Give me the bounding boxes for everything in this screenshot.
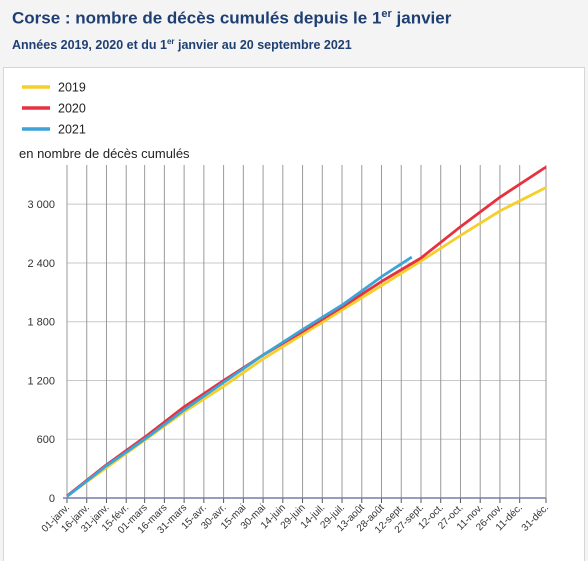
chart-subtitle: Années 2019, 2020 et du 1er janvier au 2… (12, 37, 352, 52)
legend-label-2020: 2020 (58, 102, 86, 116)
chart-subtitle-main: Années 2019, 2020 et du 1 (12, 38, 167, 53)
chart-subtitle-sup: er (166, 37, 175, 46)
x-tick-label: 31-déc. (520, 502, 551, 533)
series-line-2021 (66, 255, 413, 498)
y-tick-label: 1 200 (27, 375, 55, 387)
y-tick-label: 1 800 (27, 317, 55, 329)
y-axis-label: en nombre de décès cumulés (19, 146, 190, 161)
legend-label-2019: 2019 (58, 81, 86, 95)
chart-panel (3, 67, 585, 561)
series-line-2019 (66, 186, 547, 498)
series-lines (66, 165, 547, 498)
y-tick-label: 0 (49, 493, 55, 505)
chart-title-main: Corse : nombre de décès cumulés depuis l… (12, 8, 382, 28)
y-tick-label: 600 (37, 434, 55, 446)
y-tick-label: 2 400 (27, 258, 55, 270)
y-tick-label: 3 000 (27, 199, 55, 211)
chart-title-end: janvier (391, 8, 452, 28)
legend: 2019 2020 2021 (22, 81, 86, 137)
series-line-2020 (66, 165, 547, 498)
chart-title: Corse : nombre de décès cumulés depuis l… (12, 8, 451, 29)
legend-label-2021: 2021 (58, 123, 86, 137)
chart-title-sup: er (381, 8, 392, 20)
chart-subtitle-end: janvier au 20 septembre 2021 (174, 38, 352, 53)
